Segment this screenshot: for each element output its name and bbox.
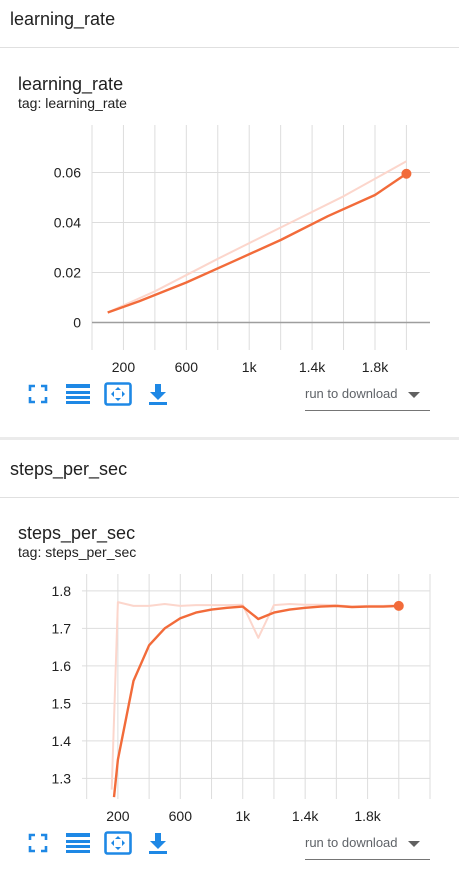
- fit-domain-button[interactable]: [104, 829, 132, 857]
- chart-toolbar: run to download: [0, 827, 459, 861]
- download-icon: [148, 832, 168, 854]
- y-tick-label: 1.3: [52, 770, 72, 786]
- download-select[interactable]: run to download: [305, 829, 430, 860]
- y-tick-label: 1.5: [52, 695, 72, 711]
- y-tick-label: 1.4: [52, 733, 72, 749]
- download-select-label: run to download: [305, 835, 398, 850]
- data-table-icon: [66, 832, 90, 854]
- chevron-down-icon: [408, 841, 420, 847]
- x-tick-label: 1.4k: [292, 808, 319, 824]
- fit-domain-icon: [104, 831, 132, 855]
- x-tick-label: 1.8k: [354, 808, 381, 824]
- x-tick-label: 1k: [235, 808, 251, 824]
- y-tick-label: 1.7: [52, 620, 72, 636]
- download-button[interactable]: [144, 829, 172, 857]
- x-tick-label: 200: [106, 808, 130, 824]
- series-end-marker: [394, 601, 404, 611]
- x-tick-label: 600: [169, 808, 193, 824]
- steps-per-sec-chart[interactable]: 1.3 1.4 1.5 1.6 1.7 1.8 200 600 1k 1.4k 1.8k: [0, 0, 459, 830]
- fullscreen-icon: [28, 833, 48, 853]
- y-tick-label: 1.6: [52, 658, 72, 674]
- y-tick-label: 1.8: [52, 583, 72, 599]
- data-table-button[interactable]: [64, 829, 92, 857]
- fullscreen-button[interactable]: [24, 829, 52, 857]
- raw-series-line: [112, 602, 399, 790]
